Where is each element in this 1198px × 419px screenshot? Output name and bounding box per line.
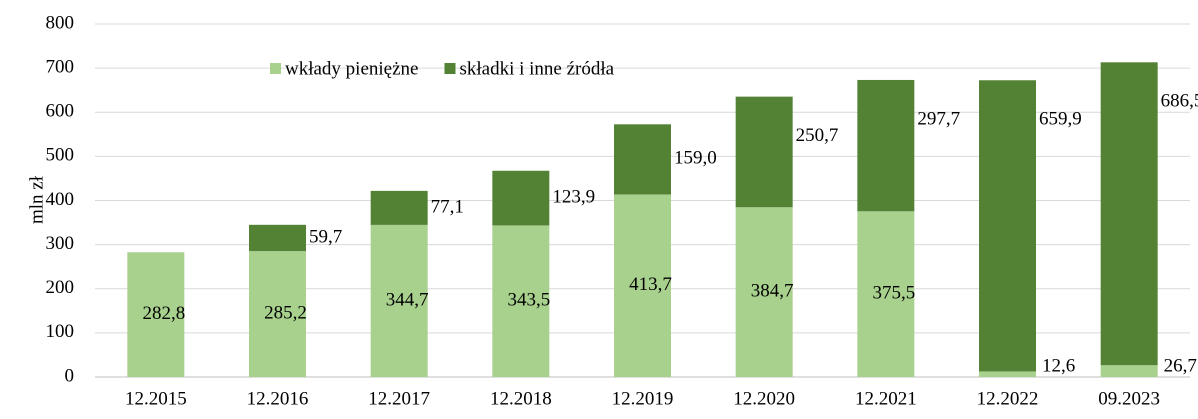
data-label: 297,7 <box>917 108 960 129</box>
data-label: 123,9 <box>552 186 595 207</box>
x-tick-label: 12.2017 <box>368 388 430 409</box>
y-tick-label: 0 <box>65 365 75 386</box>
bar-segment <box>249 224 306 252</box>
data-label: 159,0 <box>674 148 717 169</box>
x-tick-label: 12.2020 <box>733 388 795 409</box>
data-label: 344,7 <box>386 289 429 310</box>
bar-segment <box>614 124 671 195</box>
bar-segment <box>492 225 550 377</box>
x-tick-label: 12.2019 <box>612 388 674 409</box>
data-label: 285,2 <box>264 302 307 323</box>
data-label: 686,5 <box>1161 91 1198 112</box>
y-axis-label: mln zł <box>26 175 47 224</box>
bar-segment <box>735 96 793 208</box>
bar-segment <box>857 211 915 377</box>
x-tick-label: 12.2021 <box>855 388 917 409</box>
bar-segment <box>492 170 550 226</box>
x-tick-label: 12.2022 <box>977 388 1039 409</box>
bar-segment <box>1100 62 1158 366</box>
bar-segment <box>370 190 428 225</box>
bar-segment <box>370 224 428 377</box>
y-tick-label: 600 <box>46 101 75 122</box>
legend-swatch <box>444 63 456 74</box>
y-tick-label: 300 <box>46 233 75 254</box>
y-tick-label: 400 <box>46 189 75 210</box>
data-label: 413,7 <box>629 274 672 295</box>
y-tick-label: 700 <box>46 56 75 77</box>
data-label: 77,1 <box>431 196 464 217</box>
y-tick-label: 100 <box>46 321 75 342</box>
x-tick-label: 12.2015 <box>125 388 187 409</box>
x-tick-label: 12.2016 <box>247 388 309 409</box>
data-label: 59,7 <box>309 226 342 247</box>
bar-segment <box>857 79 915 212</box>
legend-label: składki i inne źródła <box>459 58 614 79</box>
bar-segment <box>1100 365 1158 377</box>
data-label: 12,6 <box>1042 355 1075 376</box>
y-tick-label: 200 <box>46 277 75 298</box>
bar-segment <box>614 194 671 377</box>
data-label: 375,5 <box>872 283 915 304</box>
y-tick-label: 800 <box>46 12 75 33</box>
x-tick-label: 09.2023 <box>1098 388 1160 409</box>
bar-segment <box>735 207 793 377</box>
y-tick-label: 500 <box>46 145 75 166</box>
data-label: 282,8 <box>142 303 185 324</box>
bar-segment <box>979 371 1036 377</box>
legend-label: wkłady pieniężne <box>285 58 418 79</box>
legend-swatch <box>270 63 281 74</box>
data-label: 659,9 <box>1039 109 1082 130</box>
bar-segment <box>249 251 306 377</box>
data-label: 384,7 <box>751 280 794 301</box>
data-label: 250,7 <box>796 125 839 146</box>
data-label: 343,5 <box>507 290 550 311</box>
x-tick-label: 12.2018 <box>490 388 552 409</box>
bar-segment <box>127 252 185 377</box>
bar-segment <box>979 80 1036 372</box>
data-label: 26,7 <box>1164 355 1197 376</box>
